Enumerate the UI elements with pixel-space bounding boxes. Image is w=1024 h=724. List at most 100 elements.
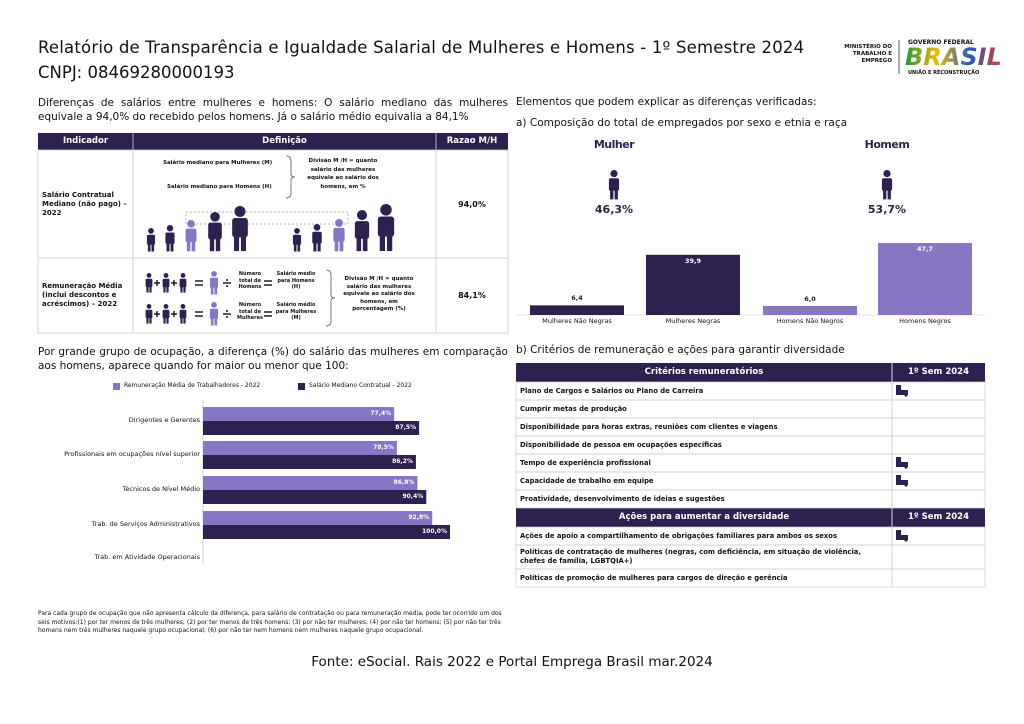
icon-leg: [214, 285, 218, 295]
icon-head: [146, 273, 152, 278]
logo-main: BRASIL: [905, 43, 1002, 71]
bar-value-label: 86,8%: [393, 479, 415, 486]
table-header: 1º Sem 2024: [907, 367, 970, 377]
ratio-cell: 94,0%: [458, 199, 486, 209]
person-icon: [292, 228, 302, 252]
icon-head: [148, 228, 154, 234]
logo-bottom: UNIÃO E RECONSTRUÇÃO: [908, 70, 980, 76]
bar-value-label: 86,2%: [392, 458, 413, 465]
person-icon: [377, 204, 395, 252]
group-label: Homem: [864, 138, 910, 151]
icon-leg: [180, 316, 183, 324]
icon-leg: [210, 285, 214, 295]
criteria-label: Plano de Cargos e Salários ou Plano de C…: [520, 386, 704, 395]
icon-head: [313, 224, 321, 231]
icon-head: [335, 219, 343, 227]
icon-head: [210, 212, 220, 222]
divide-dot: [226, 310, 228, 312]
icon-leg: [166, 316, 169, 324]
icon-body: [232, 218, 248, 238]
criteria-label: Disponibilidade para horas extras, reuni…: [520, 422, 778, 431]
group-label: Mulher: [593, 138, 635, 151]
bar: [203, 511, 433, 525]
icon-body: [881, 178, 893, 191]
person-icon: [162, 273, 170, 293]
icon-leg: [163, 285, 166, 293]
table-cell: [891, 399, 986, 419]
bar-category-label: Mulheres Negras: [665, 317, 721, 325]
bar-value-label: 92,8%: [408, 514, 430, 521]
logo-top: GOVERNO FEDERAL: [908, 39, 974, 46]
criteria-label: Capacidade de trabalho em equipe: [520, 476, 654, 485]
icon-leg: [386, 233, 393, 252]
person-icon: [333, 219, 345, 252]
icon-head: [166, 225, 174, 232]
icon-leg: [610, 188, 614, 200]
icon-leg: [887, 188, 891, 200]
indicator-cell: Salário Contratual Mediano (não pago) – …: [42, 190, 127, 217]
check-icon: [896, 475, 908, 487]
table-border: [37, 149, 509, 334]
icon-head: [211, 271, 217, 277]
icon-body: [209, 308, 219, 319]
criteria-label: Ações de apoio a compartilhamento de obr…: [520, 531, 838, 540]
bar-value-label: 100,0%: [422, 528, 447, 535]
icon-head: [146, 304, 152, 309]
icon-part: [901, 535, 908, 540]
group-share: 46,3%: [594, 203, 634, 216]
icon-body: [354, 221, 370, 239]
legend-label: Remuneração Média de Trabalhadores - 202…: [124, 382, 261, 389]
indicator-cell: Remuneração Média (inclui descontos e ac…: [42, 282, 123, 308]
title: Relatório de Transparência e Igualdade S…: [38, 38, 805, 57]
table-cell: [891, 568, 986, 588]
category-label: Dirigentes e Gerentes: [128, 416, 200, 424]
icon-part: [896, 530, 901, 540]
bar: [763, 305, 857, 315]
icon-body: [209, 277, 219, 288]
comparison-frame: [185, 211, 349, 225]
divide-dot: [226, 285, 228, 287]
person-icon: [208, 212, 222, 252]
person-icon: [185, 220, 197, 252]
definition-text: Divisão M /H = quanto salário das mulher…: [343, 276, 415, 312]
icon-head: [234, 206, 246, 218]
icon-head: [610, 170, 618, 178]
bar: [203, 525, 450, 539]
icon-head: [294, 228, 300, 234]
brace: [325, 269, 336, 327]
icon-body: [292, 234, 302, 245]
icon-leg: [234, 234, 240, 252]
person-icon: [162, 304, 170, 324]
icon-leg: [147, 242, 151, 252]
definition-text: Salário mediano para Mulheres (M): [163, 160, 273, 166]
icon-leg: [170, 241, 174, 252]
bar-category-label: Mulheres Não Negras: [542, 317, 612, 325]
brace: [285, 155, 296, 199]
person-icon: [146, 228, 156, 252]
icon-leg: [215, 236, 221, 252]
icon-head: [187, 220, 195, 228]
bar: [203, 407, 395, 421]
icon-body: [185, 228, 197, 243]
bar: [203, 421, 420, 435]
icon-part: [896, 457, 901, 467]
criteria-label: Disponibilidade de pessoa em ocupações e…: [520, 440, 722, 449]
icon-body: [145, 278, 153, 288]
icon-leg: [191, 239, 196, 252]
icon-head: [356, 210, 368, 221]
table-header: Critérios remuneratórios: [644, 367, 764, 377]
icon-part: [904, 483, 908, 487]
table-header: Ações para aumentar a diversidade: [618, 512, 790, 522]
divide-dot: [226, 279, 228, 281]
icon-leg: [240, 234, 246, 252]
icon-leg: [163, 316, 166, 324]
icon-part: [901, 390, 908, 395]
footnote: Para cada grupo de ocupação que não apre…: [38, 610, 502, 634]
table-header: Razao M/H: [446, 136, 498, 146]
icon-body: [333, 227, 345, 242]
bar-value-label: 77,4%: [370, 410, 392, 417]
person-icon: [209, 271, 219, 295]
icon-body: [208, 222, 222, 240]
icon-head: [883, 170, 891, 178]
